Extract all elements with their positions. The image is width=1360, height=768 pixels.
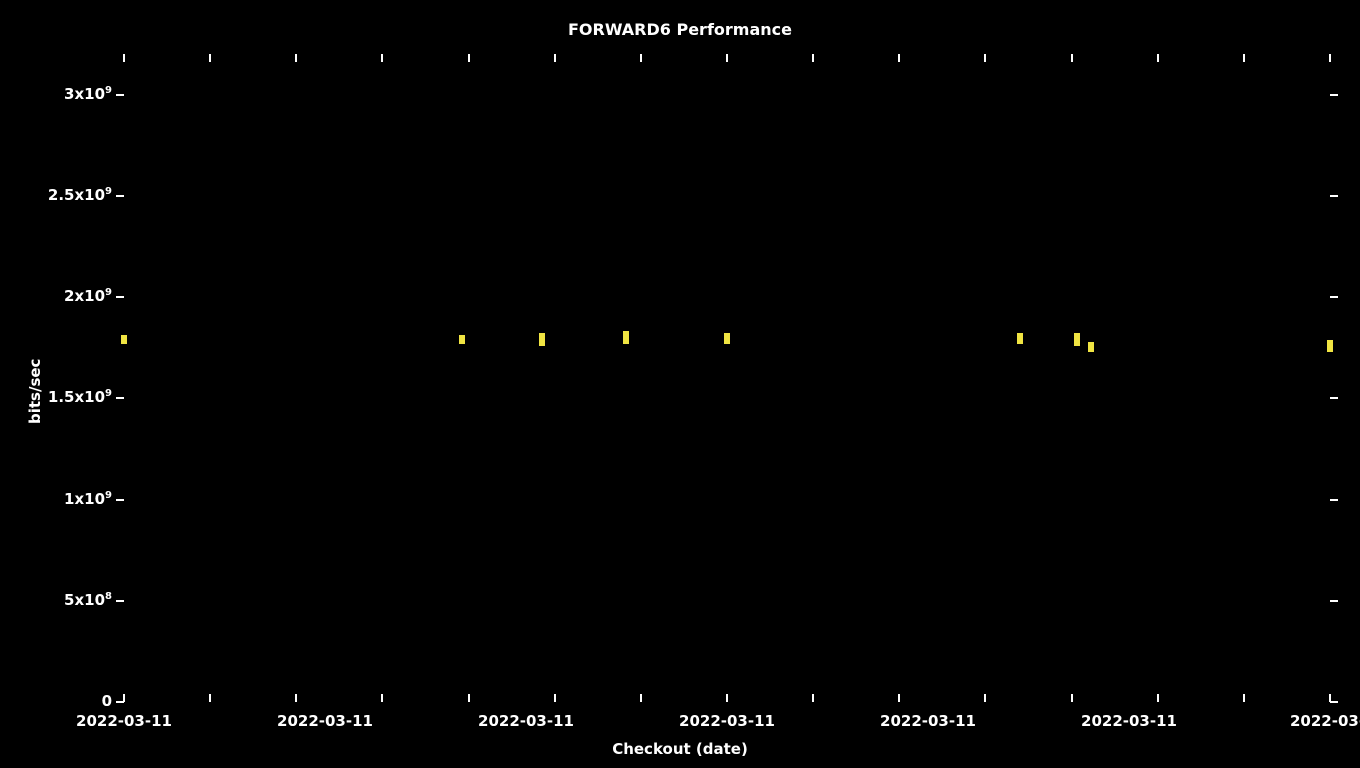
y-tick-mark xyxy=(116,94,124,96)
y-tick-mark xyxy=(116,296,124,298)
x-tick-label: 2022-03-11 xyxy=(1079,712,1179,730)
x-axis-label: Checkout (date) xyxy=(0,740,1360,758)
y-tick-mark-right xyxy=(1330,195,1338,197)
x-tick-mark-bottom xyxy=(468,694,470,702)
x-tick-mark-top xyxy=(209,54,211,62)
x-tick-mark-bottom xyxy=(984,694,986,702)
x-tick-mark-top xyxy=(1329,54,1331,62)
x-tick-mark-top xyxy=(554,54,556,62)
data-point-marker xyxy=(623,331,629,343)
data-point-marker xyxy=(539,333,545,345)
data-point-marker xyxy=(1074,333,1080,345)
y-tick-label: 5x108 xyxy=(64,591,112,609)
x-tick-label: 2022-03-11 xyxy=(476,712,576,730)
y-tick-mark-right xyxy=(1330,600,1338,602)
x-tick-mark-bottom xyxy=(381,694,383,702)
y-tick-mark xyxy=(116,499,124,501)
x-tick-label: 2022-03-11 xyxy=(74,712,174,730)
x-tick-mark-top xyxy=(1243,54,1245,62)
x-tick-label: 2022-03-11 xyxy=(677,712,777,730)
data-point-marker xyxy=(1327,340,1333,352)
x-tick-label: 2022-03-11 xyxy=(878,712,978,730)
y-tick-mark-right xyxy=(1330,94,1338,96)
x-tick-mark-bottom xyxy=(554,694,556,702)
x-tick-mark-bottom xyxy=(812,694,814,702)
x-tick-mark-bottom xyxy=(123,694,125,702)
y-tick-mark-right xyxy=(1330,397,1338,399)
x-tick-mark-top xyxy=(640,54,642,62)
y-tick-label: 2x109 xyxy=(64,287,112,305)
x-tick-mark-bottom xyxy=(209,694,211,702)
y-tick-mark-right xyxy=(1330,701,1338,703)
x-tick-mark-bottom xyxy=(295,694,297,702)
x-tick-mark-top xyxy=(984,54,986,62)
data-point-marker xyxy=(1088,342,1094,352)
x-tick-mark-bottom xyxy=(1157,694,1159,702)
y-tick-mark xyxy=(116,195,124,197)
x-tick-mark-top xyxy=(1071,54,1073,62)
y-tick-label: 1x109 xyxy=(64,490,112,508)
data-point-marker xyxy=(459,335,465,343)
y-tick-label: 2.5x109 xyxy=(48,186,112,204)
x-tick-mark-top xyxy=(123,54,125,62)
chart-container: FORWARD6 Performance bits/sec Checkout (… xyxy=(0,0,1360,768)
x-tick-mark-top xyxy=(1157,54,1159,62)
data-point-marker xyxy=(121,335,127,343)
data-point-marker xyxy=(724,333,730,343)
x-tick-mark-bottom xyxy=(1243,694,1245,702)
y-tick-mark-right xyxy=(1330,499,1338,501)
x-tick-label: 2022-03-11 xyxy=(275,712,375,730)
x-tick-label: 2022-03-1 xyxy=(1290,712,1360,730)
y-tick-mark xyxy=(116,397,124,399)
data-point-marker xyxy=(1017,333,1023,343)
y-tick-label: 0 xyxy=(102,692,112,710)
y-tick-label: 3x109 xyxy=(64,85,112,103)
x-tick-mark-top xyxy=(295,54,297,62)
x-tick-mark-top xyxy=(726,54,728,62)
y-tick-mark xyxy=(116,600,124,602)
x-tick-mark-bottom xyxy=(1329,694,1331,702)
y-axis-label: bits/sec xyxy=(26,344,44,424)
x-tick-mark-top xyxy=(898,54,900,62)
y-tick-mark-right xyxy=(1330,296,1338,298)
x-tick-mark-top xyxy=(468,54,470,62)
x-tick-mark-bottom xyxy=(640,694,642,702)
x-tick-mark-bottom xyxy=(726,694,728,702)
x-tick-mark-bottom xyxy=(1071,694,1073,702)
chart-title: FORWARD6 Performance xyxy=(0,20,1360,39)
y-tick-label: 1.5x109 xyxy=(48,388,112,406)
x-tick-mark-top xyxy=(812,54,814,62)
x-tick-mark-top xyxy=(381,54,383,62)
x-tick-mark-bottom xyxy=(898,694,900,702)
